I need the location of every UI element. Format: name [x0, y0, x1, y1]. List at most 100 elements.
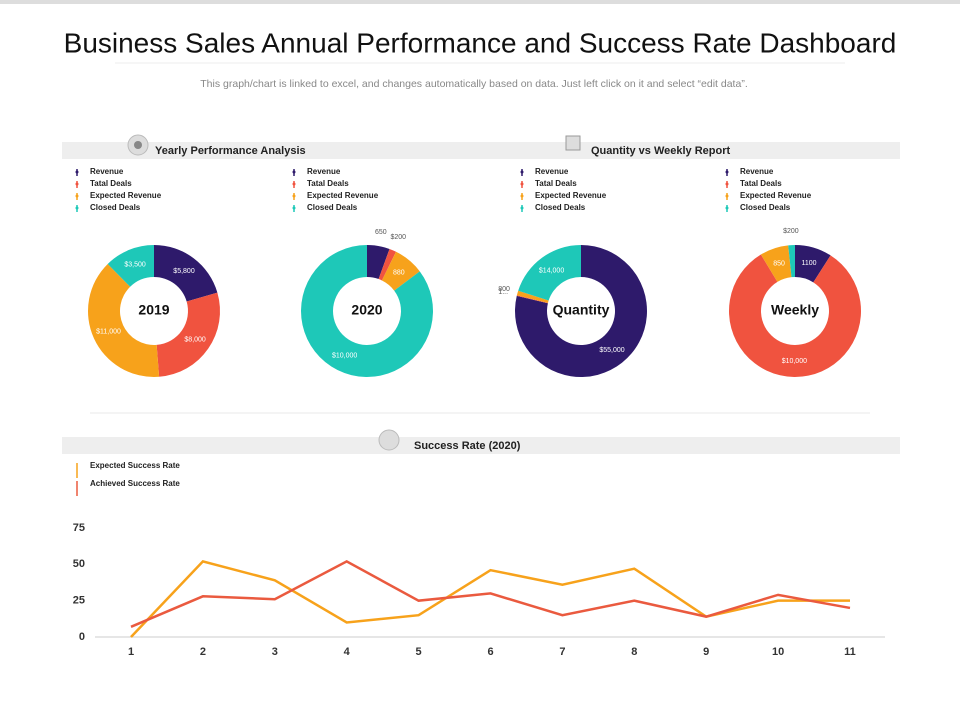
data-label: $10,000 [332, 353, 357, 360]
legend-label: Revenue [90, 167, 124, 176]
data-label: 880 [393, 269, 405, 276]
donut-slice [154, 245, 218, 302]
legend-marker [75, 182, 79, 186]
donut-slice [87, 263, 160, 378]
center-label: 2019 [138, 302, 169, 318]
legend-marker [520, 206, 524, 210]
donut-slice [788, 245, 795, 278]
center-label: 2020 [351, 302, 382, 318]
data-label: $3,500 [124, 262, 146, 269]
legend-label: Tatal Deals [740, 179, 782, 188]
donut-slice [107, 245, 154, 287]
donut-slice [515, 245, 647, 377]
donut-slice [760, 245, 792, 282]
legend-marker [75, 206, 79, 210]
legend-marker [725, 194, 729, 198]
legend-label: Expected Revenue [90, 191, 162, 200]
donut-slice [378, 248, 397, 281]
data-label: $55,000 [599, 347, 624, 354]
legend-marker [292, 170, 296, 174]
x-tick-label: 5 [416, 646, 422, 658]
legend-marker [75, 170, 79, 174]
legend-marker [292, 206, 296, 210]
data-label: 1... [498, 289, 508, 296]
donut-slice [367, 245, 390, 280]
donut-slice [518, 245, 581, 301]
legend-marker [725, 206, 729, 210]
legend-marker [292, 194, 296, 198]
donut-slice [156, 292, 220, 377]
donut-slice [516, 295, 548, 304]
legend-marker [520, 194, 524, 198]
legend-label: Expected Revenue [307, 191, 379, 200]
data-label: $5,800 [173, 268, 195, 275]
x-tick-label: 7 [559, 646, 565, 658]
data-label: $8,000 [184, 336, 206, 343]
section-title: Success Rate (2020) [414, 440, 521, 452]
legend-label: Tatal Deals [535, 179, 577, 188]
x-tick-label: 3 [272, 646, 278, 658]
icon [565, 135, 581, 151]
section-bar [62, 142, 900, 159]
x-tick-label: 4 [344, 646, 351, 658]
x-tick-label: 10 [772, 646, 784, 658]
legend-label: Closed Deals [90, 203, 141, 212]
data-label: 800 [498, 286, 510, 293]
legend-label: Revenue [535, 167, 569, 176]
y-tick-label: 50 [73, 558, 85, 570]
data-label: $10,000 [782, 358, 807, 365]
series-line [130, 560, 850, 638]
x-tick-label: 1 [128, 646, 134, 658]
legend-marker [292, 182, 296, 186]
icon [378, 429, 400, 451]
legend-label: Closed Deals [307, 203, 358, 212]
legend-marker [725, 182, 729, 186]
top-bar [0, 0, 960, 4]
series-line [130, 560, 851, 628]
donut-slice [516, 290, 549, 303]
legend-label: Tatal Deals [90, 179, 132, 188]
data-label: $14,000 [539, 267, 564, 274]
legend-marker [520, 182, 524, 186]
data-label: 650 [375, 229, 387, 236]
x-tick-label: 2 [200, 646, 206, 658]
legend-marker [75, 194, 79, 198]
data-label: 850 [773, 260, 785, 267]
y-tick-label: 25 [73, 595, 85, 607]
x-tick-label: 6 [487, 646, 493, 658]
donut-slice [729, 254, 862, 377]
icon [134, 141, 142, 149]
section-title: Yearly Performance Analysis [155, 145, 306, 157]
title: Business Sales Annual Performance and Su… [64, 27, 897, 58]
legend-label: Revenue [307, 167, 341, 176]
section-bar [62, 437, 900, 454]
legend-label: Expected Revenue [535, 191, 607, 200]
subtitle: This graph/chart is linked to excel, and… [200, 78, 747, 90]
legend-label: Expected Revenue [740, 191, 812, 200]
x-tick-label: 11 [844, 646, 856, 658]
section-title: Quantity vs Weekly Report [591, 145, 731, 157]
legend-label: Closed Deals [535, 203, 586, 212]
y-tick-label: 0 [79, 631, 85, 643]
data-label: 1100 [801, 260, 816, 267]
legend-marker [725, 170, 729, 174]
legend-label: Revenue [740, 167, 774, 176]
x-tick-label: 9 [703, 646, 709, 658]
x-tick-label: 8 [631, 646, 637, 658]
donut-slice [381, 251, 420, 291]
y-tick-label: 75 [73, 522, 85, 534]
data-label: $200 [783, 228, 799, 235]
center-label: Quantity [553, 302, 610, 318]
data-label: $200 [390, 234, 406, 241]
donut-slice [301, 245, 434, 377]
legend-label: Closed Deals [740, 203, 791, 212]
center-label: Weekly [771, 302, 819, 318]
data-label: $11,000 [96, 329, 121, 336]
donut-slice [795, 245, 831, 283]
legend-label: Achieved Success Rate [90, 479, 180, 488]
legend-label: Expected Success Rate [90, 461, 180, 470]
legend-marker [520, 170, 524, 174]
legend-label: Tatal Deals [307, 179, 349, 188]
